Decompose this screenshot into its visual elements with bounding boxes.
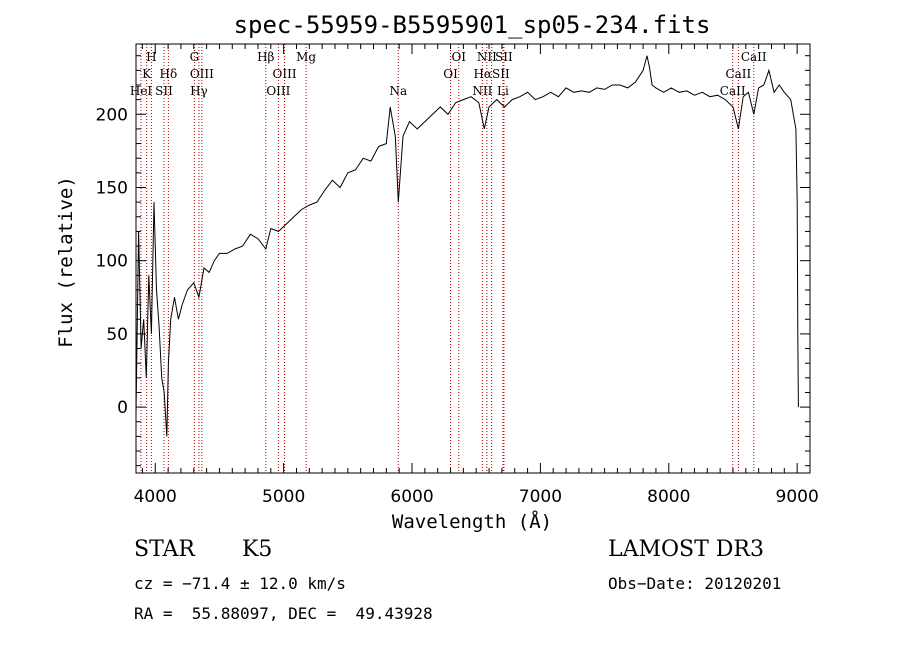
line-label: Hδ [160, 67, 178, 81]
line-label: G [190, 50, 200, 64]
line-label: CaII [741, 50, 767, 64]
object-subclass: K5 [242, 537, 273, 562]
object-class: STAR [134, 537, 195, 562]
x-tick-label: 8000 [647, 487, 690, 507]
x-tick-label: 7000 [519, 487, 562, 507]
chart-title: spec-55959-B5595901_sp05-234.fits [234, 11, 711, 39]
line-label: Na [389, 84, 407, 98]
line-label: HeI [130, 84, 153, 98]
line-label: CaII [725, 67, 751, 81]
line-label: CaII [720, 84, 746, 98]
line-label: OIII [190, 67, 214, 81]
spectrum-line [135, 55, 799, 437]
line-markers [140, 44, 755, 473]
line-label: OIII [266, 84, 290, 98]
y-axis-ticks: 0 50 100 150 200 [96, 55, 810, 467]
line-label: H [146, 50, 156, 64]
line-label: Hγ [190, 84, 208, 98]
y-tick-label: 100 [96, 252, 128, 272]
line-label: K [142, 67, 152, 81]
line-label: SII [155, 84, 173, 98]
redshift-text: cz = −71.4 ± 12.0 km/s [134, 574, 346, 593]
line-label: NII [472, 84, 492, 98]
y-tick-label: 200 [96, 105, 128, 125]
x-tick-label: 4000 [134, 487, 177, 507]
y-tick-label: 150 [96, 178, 128, 198]
line-label: OI [451, 50, 466, 64]
y-tick-label: 0 [117, 398, 128, 418]
x-axis-label: Wavelength (Å) [392, 510, 552, 533]
x-tick-label: 5000 [262, 487, 305, 507]
obs-date-text: Obs−Date: 20120201 [608, 574, 782, 593]
y-tick-label: 50 [106, 325, 128, 345]
line-label: OI [443, 67, 458, 81]
survey-name: LAMOST DR3 [608, 537, 764, 562]
line-label: NII [477, 50, 497, 64]
line-label: Hβ [257, 50, 274, 64]
line-label: Mg [296, 50, 316, 64]
line-label: OIII [273, 67, 297, 81]
line-label: SII [495, 50, 513, 64]
line-label: Li [497, 84, 509, 98]
coordinates-text: RA = 55.88097, DEC = 49.43928 [134, 604, 433, 623]
x-tick-label: 9000 [776, 487, 819, 507]
x-axis-ticks: 4000 5000 6000 7000 8000 9000 [134, 44, 819, 507]
plot-frame [135, 43, 811, 474]
line-label: HαSII [473, 67, 510, 81]
y-axis-label: Flux (relative) [55, 176, 77, 348]
x-tick-label: 6000 [390, 487, 433, 507]
